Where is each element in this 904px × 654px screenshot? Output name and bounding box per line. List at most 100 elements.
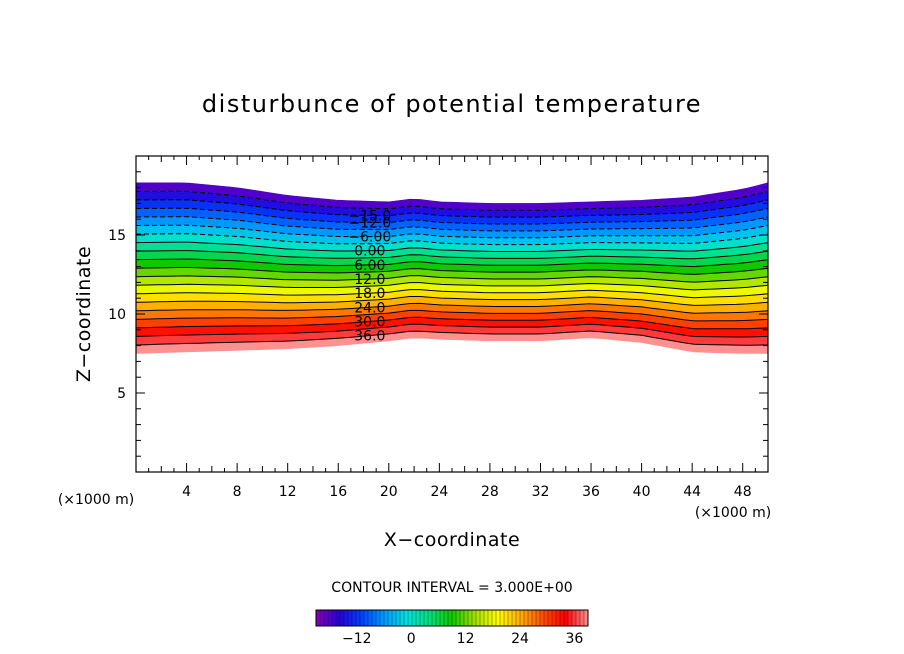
colorbar-cell bbox=[416, 610, 421, 626]
contour-line bbox=[136, 241, 768, 252]
colorbar-cell bbox=[340, 610, 345, 626]
colorbar-cell bbox=[480, 610, 485, 626]
colorbar-cell bbox=[516, 610, 521, 626]
colorbar-cell bbox=[316, 610, 321, 626]
x-tick-label: 48 bbox=[734, 484, 752, 500]
colorbar-cell bbox=[568, 610, 573, 626]
x-tick-label: 44 bbox=[683, 484, 701, 500]
colorbar-cell bbox=[432, 610, 437, 626]
y-tick-label: 5 bbox=[117, 386, 126, 402]
colorbar-cell bbox=[332, 610, 337, 626]
contour-label: −15.0 bbox=[348, 208, 391, 224]
contour-lines bbox=[136, 190, 768, 346]
x-tick-label: 20 bbox=[380, 484, 398, 500]
y-tick-label: 15 bbox=[108, 228, 126, 244]
colorbar-cell bbox=[492, 610, 497, 626]
colorbar-cell bbox=[364, 610, 369, 626]
colorbar-cell bbox=[400, 610, 405, 626]
colorbar-cell bbox=[544, 610, 549, 626]
contour-label: 0.00 bbox=[354, 244, 385, 260]
contour-line bbox=[136, 233, 768, 246]
colorbar-cell bbox=[548, 610, 553, 626]
colorbar-cell bbox=[536, 610, 541, 626]
colorbar-tick-label: 12 bbox=[457, 631, 475, 647]
colorbar-tick-label: 0 bbox=[407, 631, 416, 647]
colorbar-cell bbox=[572, 610, 577, 626]
colorbar-cell bbox=[472, 610, 477, 626]
colorbar-tick-label: 36 bbox=[565, 631, 583, 647]
y-tick-label: 10 bbox=[108, 307, 126, 323]
colorbar-cell bbox=[404, 610, 409, 626]
contour-line bbox=[136, 190, 768, 211]
contour-label: −6.00 bbox=[348, 230, 391, 246]
colorbar-cell bbox=[440, 610, 445, 626]
colorbar-cell bbox=[348, 610, 353, 626]
colorbar-cell bbox=[424, 610, 429, 626]
x-tick-label: 4 bbox=[182, 484, 191, 500]
colorbar-tick-label: 24 bbox=[511, 631, 529, 647]
contour-line bbox=[136, 296, 768, 306]
colorbar-cell bbox=[564, 610, 569, 626]
contour-line bbox=[136, 267, 768, 275]
contour-field bbox=[136, 182, 768, 354]
contour-interval-text: CONTOUR INTERVAL = 3.000E+00 bbox=[331, 580, 572, 596]
colorbar-cell bbox=[504, 610, 509, 626]
x-tick-label: 16 bbox=[329, 484, 347, 500]
contour-label: 36.0 bbox=[354, 329, 385, 345]
contour-line bbox=[136, 224, 768, 239]
colorbar-cell bbox=[500, 610, 505, 626]
colorbar-cell bbox=[496, 610, 501, 626]
colorbar-cell bbox=[456, 610, 461, 626]
colorbar-cell bbox=[436, 610, 441, 626]
contour-line bbox=[136, 330, 768, 346]
x-tick-label: 24 bbox=[430, 484, 448, 500]
x-unit-label: (×1000 m) bbox=[695, 505, 771, 521]
colorbar-cell bbox=[528, 610, 533, 626]
field-band bbox=[136, 182, 768, 211]
colorbar bbox=[315, 609, 589, 627]
contour-label: 6.00 bbox=[354, 258, 385, 274]
colorbar-cell bbox=[392, 610, 397, 626]
contour-line bbox=[136, 316, 768, 330]
x-tick-label: 8 bbox=[233, 484, 242, 500]
contour-line bbox=[136, 258, 768, 268]
colorbar-cell bbox=[524, 610, 529, 626]
colorbar-tick-label: −12 bbox=[342, 631, 372, 647]
colorbar-cell bbox=[448, 610, 453, 626]
colorbar-cell bbox=[344, 610, 349, 626]
colorbar-cell bbox=[468, 610, 473, 626]
colorbar-cell bbox=[508, 610, 513, 626]
colorbar-cell bbox=[352, 610, 357, 626]
contour-line bbox=[136, 282, 768, 291]
colorbar-cell bbox=[356, 610, 361, 626]
colorbar-cell bbox=[584, 610, 589, 626]
colorbar-cell bbox=[580, 610, 585, 626]
contour-line bbox=[136, 302, 768, 314]
colorbar-cell bbox=[484, 610, 489, 626]
colorbar-cell bbox=[460, 610, 465, 626]
contour-line bbox=[136, 323, 768, 338]
colorbar-cell bbox=[532, 610, 537, 626]
colorbar-cell bbox=[324, 610, 329, 626]
colorbar-cell bbox=[540, 610, 545, 626]
colorbar-cell bbox=[452, 610, 457, 626]
colorbar-cell bbox=[372, 610, 377, 626]
contour-label: 30.0 bbox=[354, 314, 385, 330]
colorbar-cell bbox=[420, 610, 425, 626]
contour-labels: −15.0−12.0−6.000.006.0012.018.024.030.03… bbox=[348, 208, 391, 345]
colorbar-cell bbox=[388, 610, 393, 626]
contour-line bbox=[136, 309, 768, 322]
colorbar-cell bbox=[360, 610, 365, 626]
contour-line bbox=[136, 216, 768, 232]
contour-line bbox=[136, 207, 768, 225]
colorbar-cell bbox=[576, 610, 581, 626]
colorbar-cell bbox=[336, 610, 341, 626]
colorbar-cell bbox=[560, 610, 565, 626]
colorbar-ticks: −12 0 12 24 36 bbox=[342, 631, 583, 647]
colorbar-cell bbox=[396, 610, 401, 626]
contour-line bbox=[136, 250, 768, 260]
y-axis-label: Z−coordinate bbox=[73, 246, 95, 382]
colorbar-cell bbox=[556, 610, 561, 626]
